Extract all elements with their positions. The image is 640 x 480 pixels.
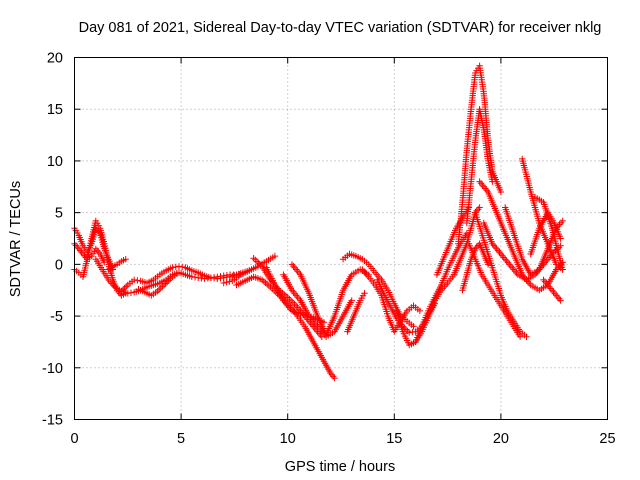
y-tick-label: 10 bbox=[47, 154, 63, 170]
y-axis-label: SDTVAR / TECUs bbox=[8, 181, 24, 297]
y-tick-label: -5 bbox=[50, 309, 63, 325]
series-arc-31 bbox=[527, 209, 564, 258]
series-arc-26 bbox=[472, 209, 530, 340]
series-arc-30 bbox=[519, 155, 566, 273]
y-tick-label: -10 bbox=[42, 361, 63, 377]
series-arc-25 bbox=[465, 240, 524, 340]
series-arc-32 bbox=[531, 193, 566, 273]
y-tick-label: 0 bbox=[55, 257, 63, 273]
x-tick-label: 5 bbox=[177, 431, 185, 447]
series-arc-4 bbox=[105, 256, 129, 273]
series-arc-15 bbox=[344, 290, 368, 335]
series-arc-12 bbox=[280, 271, 355, 340]
y-tick-label: 15 bbox=[47, 102, 63, 118]
x-tick-label: 15 bbox=[386, 431, 402, 447]
tick-labels: 0 5 10 15 20 25 -15 -10 -5 0 5 10 15 20 bbox=[42, 51, 616, 448]
data-points bbox=[71, 62, 566, 382]
x-tick-label: 20 bbox=[493, 431, 509, 447]
grid bbox=[74, 57, 608, 420]
x-tick-label: 10 bbox=[280, 431, 296, 447]
y-tick-label: 20 bbox=[47, 51, 63, 67]
x-tick-label: 25 bbox=[599, 431, 615, 447]
series-arc-23 bbox=[463, 106, 496, 227]
series-arc-16 bbox=[359, 266, 424, 335]
series-arc-7 bbox=[135, 270, 180, 299]
x-tick-label: 0 bbox=[70, 431, 78, 447]
series-arc-22 bbox=[455, 62, 505, 247]
chart-title: Day 081 of 2021, Sidereal Day-to-day VTE… bbox=[79, 20, 602, 36]
y-tick-label: -15 bbox=[42, 413, 63, 429]
plot-frame bbox=[74, 57, 608, 420]
series-arc-24 bbox=[459, 240, 492, 294]
x-axis-label: GPS time / hours bbox=[285, 459, 395, 475]
series-arc-13 bbox=[288, 261, 372, 338]
y-tick-label: 5 bbox=[55, 206, 63, 222]
series-arc-33 bbox=[540, 276, 564, 304]
